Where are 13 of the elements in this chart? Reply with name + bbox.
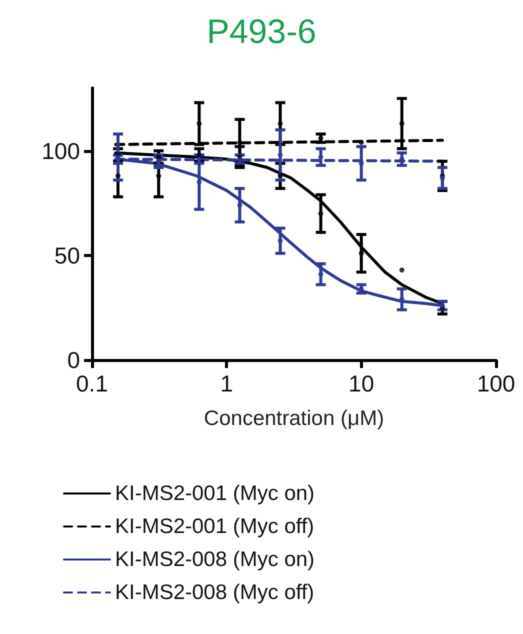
y-tick-label: 0 (67, 347, 80, 373)
x-tick-label: 10 (348, 370, 374, 396)
x-axis-title: Concentration (μM) (204, 407, 384, 430)
x-tick-label: 100 (476, 370, 516, 396)
legend-label: KI-MS2-008 (Myc off) (115, 581, 314, 604)
legend-label: KI-MS2-001 (Myc on) (115, 482, 315, 505)
chart-title: P493-6 (206, 13, 316, 51)
y-tick-label: 50 (54, 242, 80, 268)
x-tick-label: 1 (220, 370, 234, 396)
x-tick-label: 0.1 (76, 370, 108, 396)
legend-label: KI-MS2-001 (Myc off) (115, 515, 314, 538)
legend-label: KI-MS2-008 (Myc on) (115, 548, 315, 571)
y-tick-label: 100 (42, 138, 80, 164)
